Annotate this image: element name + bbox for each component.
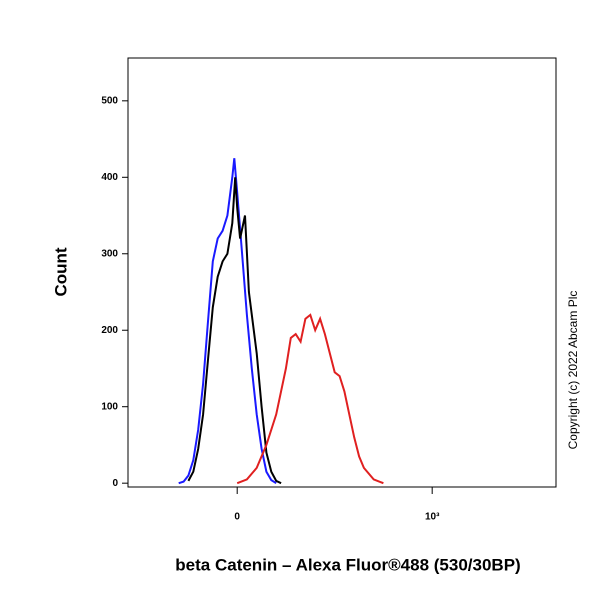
x-axis-label: beta Catenin – Alexa Fluor®488 (530/30BP…: [175, 555, 520, 574]
x-tick-label: 0: [234, 512, 240, 523]
y-tick-label: 100: [101, 401, 118, 412]
y-tick-label: 0: [112, 478, 118, 489]
copyright: Copyright (c) 2022 Abcam Plc: [566, 291, 580, 450]
y-axis-label: Count: [51, 247, 70, 296]
histogram-line: [178, 158, 277, 485]
y-tick-label: 400: [101, 172, 118, 183]
plot-frame: [127, 57, 557, 488]
y-tick-label: 200: [101, 325, 118, 336]
x-tick-label: 10³: [425, 512, 440, 523]
histogram-line: [187, 177, 282, 485]
y-tick-label: 500: [101, 95, 118, 106]
histogram-line: [236, 313, 384, 485]
y-tick-label: 300: [101, 248, 118, 259]
